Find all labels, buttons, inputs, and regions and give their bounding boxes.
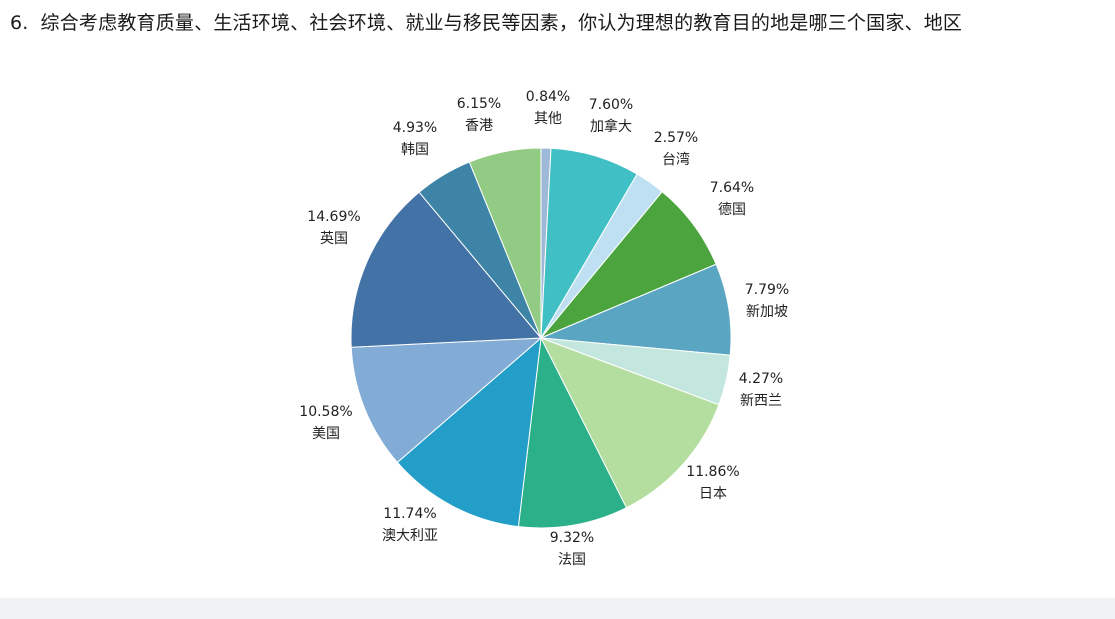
pie-slice-10 (350, 337, 543, 464)
pie-slice-7 (539, 337, 720, 509)
slice-percent-label: 6.15% (457, 96, 501, 112)
slice-percent-label: 0.84% (526, 89, 570, 105)
slice-name-label: 台湾 (662, 151, 690, 168)
slice-name-label: 加拿大 (590, 118, 632, 135)
slice-name-label: 韩国 (401, 142, 429, 158)
question-body: 综合考虑教育质量、生活环境、社会环境、就业与移民等因素，你认为理想的教育目的地是… (40, 12, 963, 34)
footer-strip (0, 598, 1115, 619)
pie-slice-9 (396, 336, 542, 528)
pie-slice-13 (468, 147, 542, 339)
slice-percent-label: 2.57% (654, 130, 698, 146)
question-number: 6. (10, 12, 29, 34)
slice-name-label: 法国 (558, 552, 586, 568)
slice-name-label: 英国 (320, 230, 348, 247)
slice-percent-label: 14.69% (307, 209, 360, 225)
slice-percent-label: 4.27% (739, 371, 783, 387)
slice-percent-label: 7.79% (745, 282, 789, 298)
pie-slice-8 (517, 336, 628, 529)
slice-name-label: 澳大利亚 (382, 528, 438, 544)
slice-name-label: 美国 (312, 426, 340, 442)
pie-slice-5 (540, 263, 732, 356)
question-text: 6. 综合考虑教育质量、生活环境、社会环境、就业与移民等因素，你认为理想的教育目的… (10, 8, 962, 35)
slice-name-label: 其他 (534, 111, 562, 127)
slice-name-label: 日本 (699, 486, 727, 502)
slice-name-label: 德国 (718, 202, 746, 218)
slice-percent-label: 11.86% (686, 464, 739, 480)
slice-percent-label: 9.32% (550, 530, 594, 546)
slice-percent-label: 10.58% (299, 404, 352, 420)
slice-percent-label: 7.64% (710, 180, 754, 196)
slice-percent-label: 7.60% (589, 97, 633, 113)
slice-percent-label: 11.74% (383, 506, 436, 522)
slice-name-label: 香港 (465, 118, 493, 134)
slice-name-label: 新加坡 (746, 304, 788, 320)
pie-slice-11 (350, 191, 543, 348)
slice-percent-label: 4.93% (393, 120, 437, 136)
slice-name-label: 新西兰 (740, 393, 782, 409)
